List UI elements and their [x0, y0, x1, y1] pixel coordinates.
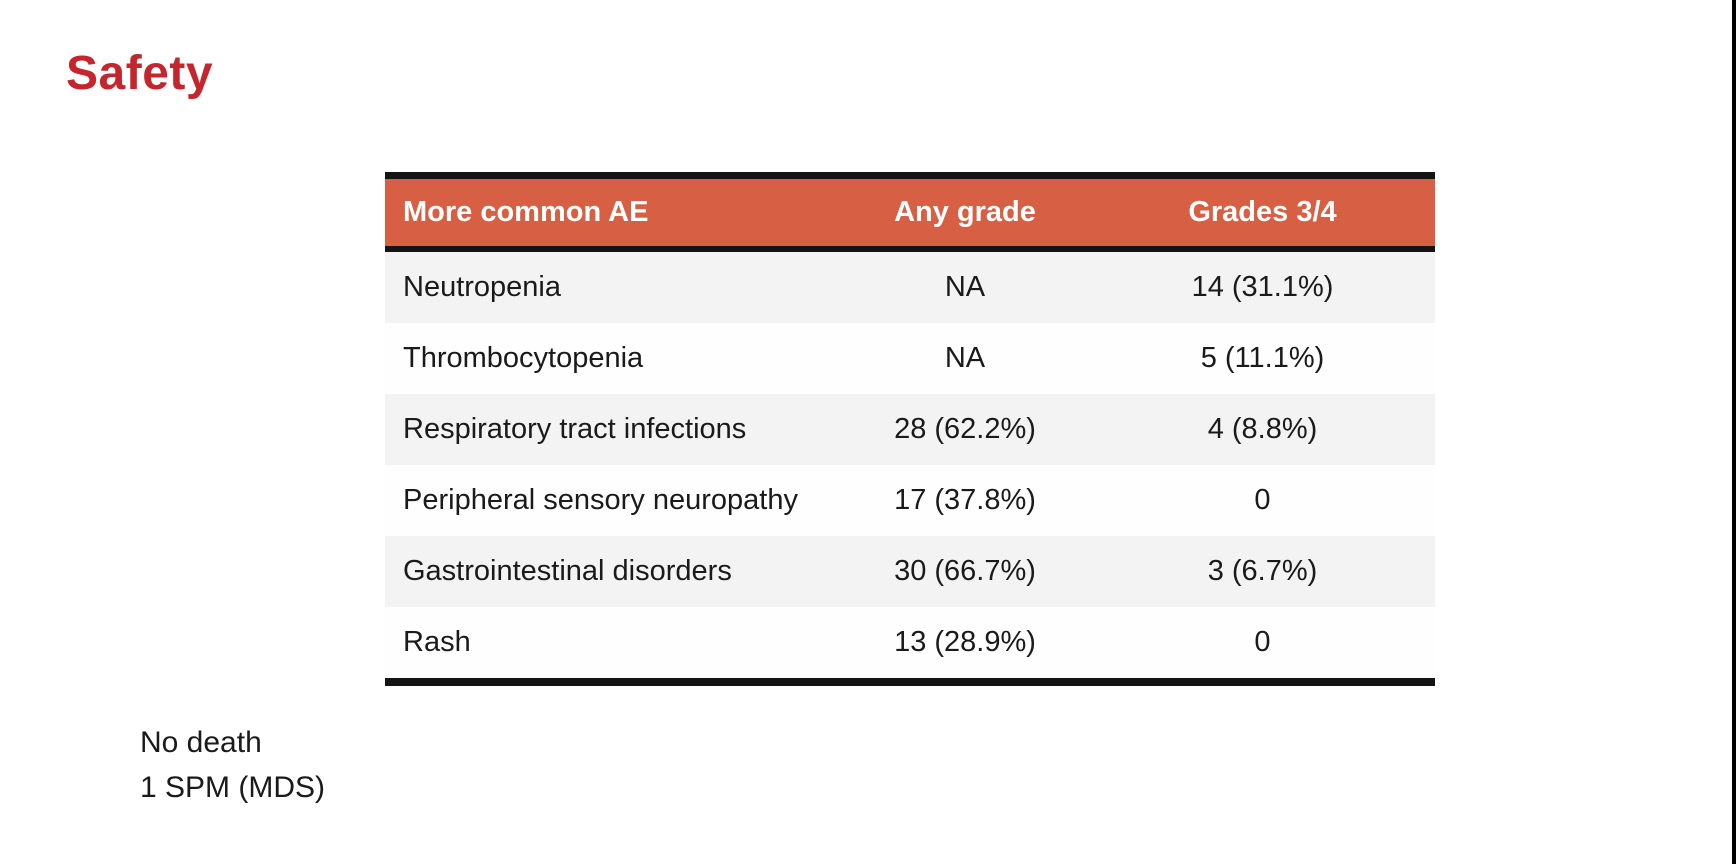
cell-any-grade: 13 (28.9%): [894, 626, 1036, 658]
cell-any-grade: NA: [944, 271, 986, 303]
cell-grades-3-4: 0: [1254, 626, 1271, 658]
cell-ae: Neutropenia: [403, 271, 561, 303]
column-header-more-common-ae: More common AE: [385, 175, 840, 252]
cell-grades-3-4: 3 (6.7%): [1207, 555, 1318, 587]
cell-grades-3-4: 4 (8.8%): [1207, 413, 1318, 445]
footnote-no-death: No death: [140, 726, 262, 759]
cell-any-grade: 17 (37.8%): [894, 484, 1036, 516]
cell-ae: Peripheral sensory neuropathy: [403, 484, 798, 516]
table-row: Peripheral sensory neuropathy 17 (37.8%)…: [385, 465, 1435, 536]
cell-ae: Respiratory tract infections: [403, 413, 747, 445]
footnotes: No death 1 SPM (MDS): [140, 720, 325, 810]
table-row: Thrombocytopenia NA 5 (11.1%): [385, 323, 1435, 394]
footnote-spm: 1 SPM (MDS): [140, 771, 326, 804]
table-row: Gastrointestinal disorders 30 (66.7%) 3 …: [385, 536, 1435, 607]
table-row: Neutropenia NA 14 (31.1%): [385, 249, 1435, 323]
cell-ae: Thrombocytopenia: [403, 342, 644, 374]
cell-any-grade: 30 (66.7%): [894, 555, 1036, 587]
cell-ae: Rash: [403, 626, 471, 658]
adverse-events-table: More common AE Any grade Grades 3/4 Neut…: [385, 172, 1435, 686]
cell-grades-3-4: 0: [1254, 484, 1271, 516]
cell-ae: Gastrointestinal disorders: [403, 555, 732, 587]
cell-any-grade: 28 (62.2%): [894, 413, 1036, 445]
cell-any-grade: NA: [944, 342, 986, 374]
screen-right-edge: [1732, 0, 1736, 864]
cell-grades-3-4: 5 (11.1%): [1200, 342, 1325, 374]
column-header-any-grade: Any grade: [840, 175, 1090, 252]
table-header-row: More common AE Any grade Grades 3/4: [385, 175, 1435, 252]
table-row: Respiratory tract infections 28 (62.2%) …: [385, 394, 1435, 465]
slide-title: Safety: [66, 47, 214, 100]
column-header-grades-3-4: Grades 3/4: [1090, 175, 1435, 252]
cell-grades-3-4: 14 (31.1%): [1191, 271, 1334, 303]
table-row: Rash 13 (28.9%) 0: [385, 607, 1435, 682]
